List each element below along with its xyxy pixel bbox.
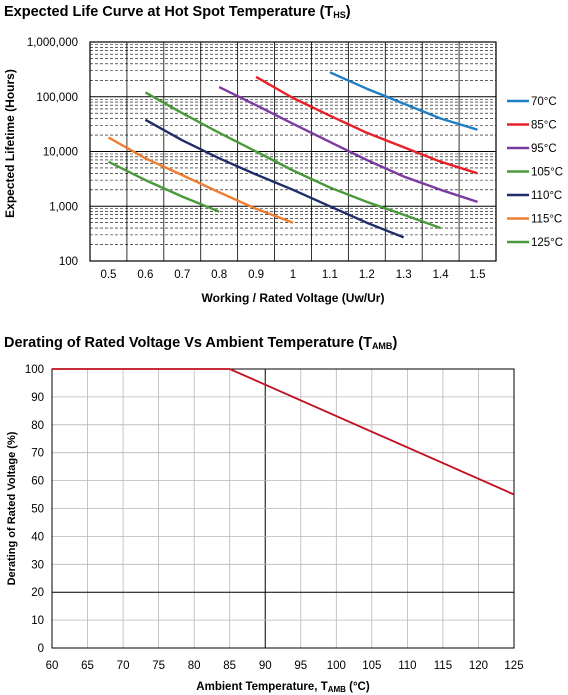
legend-label: 70°C bbox=[531, 96, 557, 108]
series-line bbox=[255, 75, 478, 175]
plot-frame bbox=[89, 41, 497, 262]
x-tick-label: 1.1 bbox=[322, 269, 338, 281]
y-tick-label: 10,000 bbox=[43, 147, 78, 159]
x-axis-label: Working / Rated Voltage (Uw/Ur) bbox=[202, 291, 385, 305]
y-tick-label: 1,000 bbox=[49, 201, 78, 213]
x-tick-label: 0.9 bbox=[248, 269, 264, 281]
series-line bbox=[329, 71, 478, 131]
x-tick-label: 110 bbox=[398, 660, 416, 672]
y-tick-label: 60 bbox=[31, 476, 44, 488]
x-tick-label: 0.5 bbox=[100, 269, 116, 281]
x-tick-label: 80 bbox=[188, 660, 201, 672]
x-tick-label: 90 bbox=[259, 660, 272, 672]
x-tick-label: 95 bbox=[294, 660, 307, 672]
y-tick-label: 90 bbox=[31, 392, 44, 404]
plot-frame bbox=[51, 368, 515, 649]
life-curve-chart: 100 1,000 10,000 100,000 1,000,000 0.5 0.6 0.7 0… bbox=[3, 37, 563, 305]
x-tick-label: 100 bbox=[327, 660, 346, 672]
x-tick-label: 105 bbox=[362, 660, 381, 672]
y-tick-label: 30 bbox=[31, 559, 44, 571]
legend-label: 85°C bbox=[531, 120, 557, 132]
y-tick-label: 20 bbox=[31, 587, 44, 599]
legend-label: 95°C bbox=[531, 143, 557, 155]
series-line bbox=[52, 368, 515, 496]
legend-label: 105°C bbox=[531, 167, 563, 179]
series-line bbox=[144, 118, 405, 239]
y-tick-label: 50 bbox=[31, 504, 44, 516]
legend-label: 110°C bbox=[531, 190, 562, 202]
series-line bbox=[107, 160, 220, 213]
x-tick-label: 65 bbox=[81, 660, 94, 672]
x-tick-label: 125 bbox=[504, 660, 523, 672]
x-tick-label: 85 bbox=[223, 660, 236, 672]
y-tick-label: 40 bbox=[31, 531, 44, 543]
x-tick-label: 70 bbox=[117, 660, 130, 672]
y-tick-label: 1,000,000 bbox=[27, 37, 78, 49]
y-tick-label: 0 bbox=[38, 643, 44, 655]
series-line bbox=[144, 91, 442, 230]
x-tick-label: 1.5 bbox=[470, 269, 486, 281]
legend-label: 115°C bbox=[531, 214, 562, 226]
x-tick-label: 0.7 bbox=[174, 269, 190, 281]
chart1-title: Expected Life Curve at Hot Spot Temperat… bbox=[4, 4, 351, 20]
x-tick-label: 1 bbox=[290, 269, 296, 281]
x-tick-label: 0.8 bbox=[211, 269, 227, 281]
series-line bbox=[107, 136, 294, 224]
legend-label: 125°C bbox=[531, 237, 563, 249]
y-axis-label: Derating of Rated Voltage (%) bbox=[6, 431, 18, 585]
x-tick-label: 115 bbox=[434, 660, 452, 672]
y-tick-label: 100,000 bbox=[36, 92, 78, 104]
x-tick-label: 0.6 bbox=[137, 269, 153, 281]
x-tick-label: 1.3 bbox=[396, 269, 412, 281]
y-axis-label: Expected Lifetime (Hours) bbox=[3, 69, 17, 218]
y-tick-label: 100 bbox=[59, 256, 78, 268]
y-tick-label: 10 bbox=[31, 615, 44, 627]
y-tick-label: 80 bbox=[31, 420, 44, 432]
x-tick-label: 1.4 bbox=[433, 269, 450, 281]
x-tick-label: 1.2 bbox=[359, 269, 375, 281]
x-tick-label: 75 bbox=[152, 660, 165, 672]
x-axis-label: Ambient Temperature, TAMB (°C) bbox=[196, 681, 370, 694]
y-tick-label: 70 bbox=[31, 448, 44, 460]
chart2-title: Derating of Rated Voltage Vs Ambient Tem… bbox=[4, 335, 398, 351]
series-line bbox=[218, 86, 478, 204]
x-tick-label: 60 bbox=[46, 660, 59, 672]
x-tick-label: 120 bbox=[469, 660, 488, 672]
y-tick-label: 100 bbox=[25, 364, 44, 376]
